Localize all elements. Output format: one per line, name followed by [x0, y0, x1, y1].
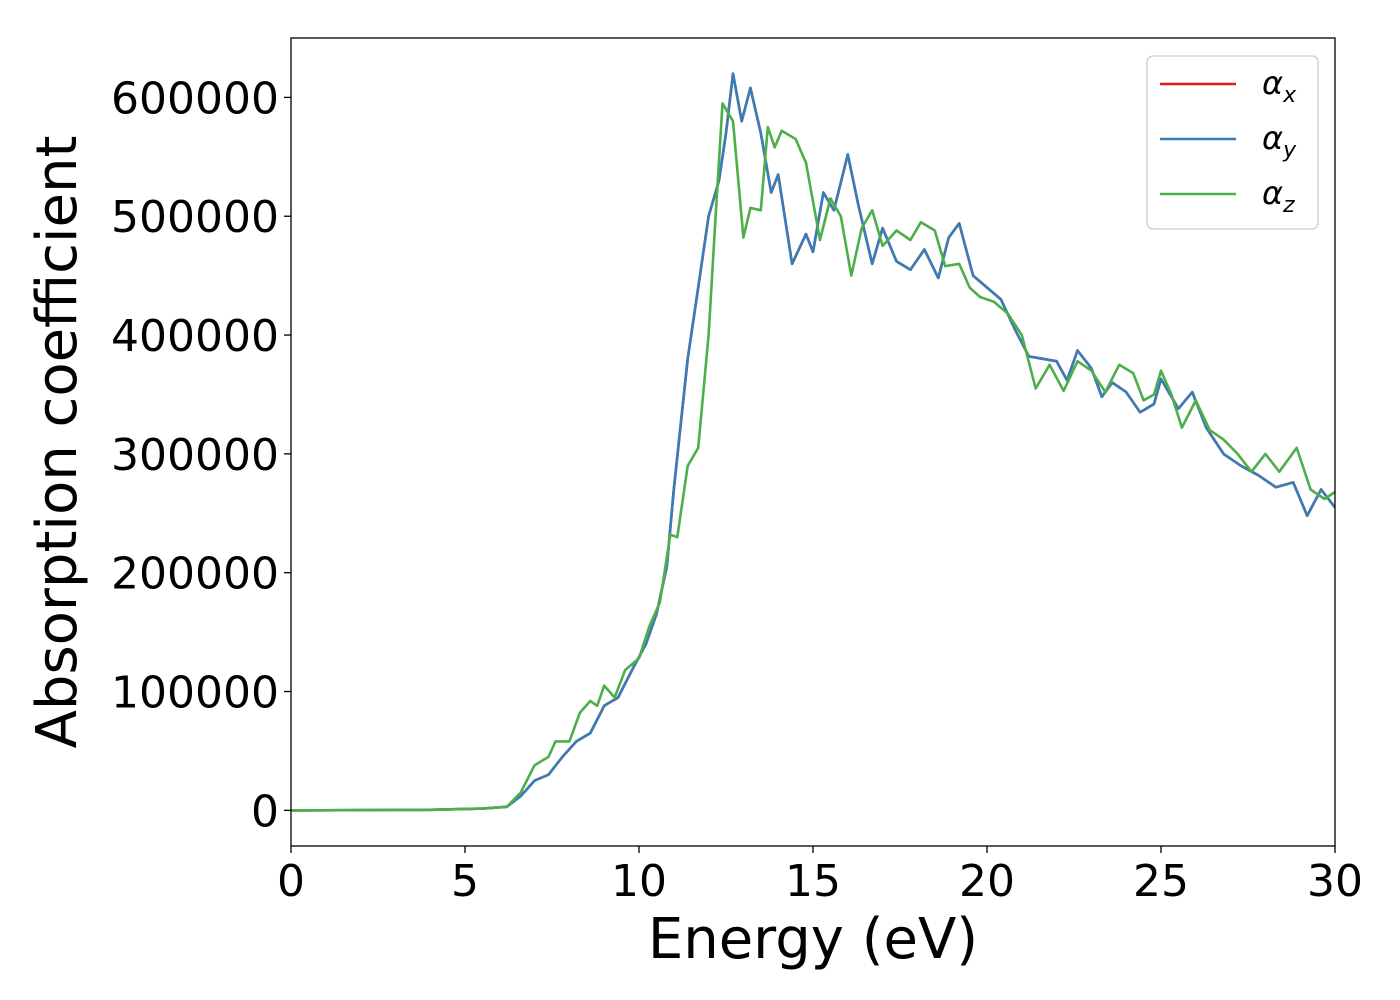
y-tick-label: 0 [251, 786, 279, 837]
x-tick-label: 25 [1133, 856, 1189, 907]
y-tick-label: 200000 [111, 549, 279, 600]
legend-label: αy [1262, 119, 1297, 163]
y-axis: 0 100000 200000 300000 400000 500000 600000 [111, 73, 291, 837]
x-axis-label: Energy (eV) [648, 907, 978, 972]
y-tick-label: 100000 [111, 668, 279, 719]
x-tick-label: 0 [277, 856, 305, 907]
legend-box [1146, 55, 1319, 230]
legend-label: αz [1262, 174, 1295, 218]
legend-entries: αx αy αz [1160, 64, 1297, 218]
legend: αx αy αz [1146, 55, 1319, 230]
legend-entry-x: αx [1160, 64, 1297, 108]
y-axis-label: Absorption coefficient [25, 136, 90, 749]
series-line-z [291, 102, 1335, 812]
legend-label: αx [1262, 64, 1297, 108]
y-tick-label: 300000 [111, 430, 279, 481]
x-tick-label: 30 [1307, 856, 1363, 907]
x-tick-label: 10 [611, 856, 667, 907]
x-tick-label: 20 [959, 856, 1015, 907]
legend-entry-y: αy [1160, 119, 1297, 163]
x-axis: 0 5 10 15 20 25 30 [277, 846, 1363, 907]
series-line-y [291, 72, 1335, 812]
x-tick-label: 15 [785, 856, 841, 907]
series-layer [291, 72, 1335, 812]
y-tick-label: 400000 [111, 311, 279, 362]
y-tick-label: 600000 [111, 73, 279, 124]
y-tick-label: 500000 [111, 192, 279, 243]
x-tick-label: 5 [451, 856, 479, 907]
legend-entry-z: αz [1160, 174, 1295, 218]
